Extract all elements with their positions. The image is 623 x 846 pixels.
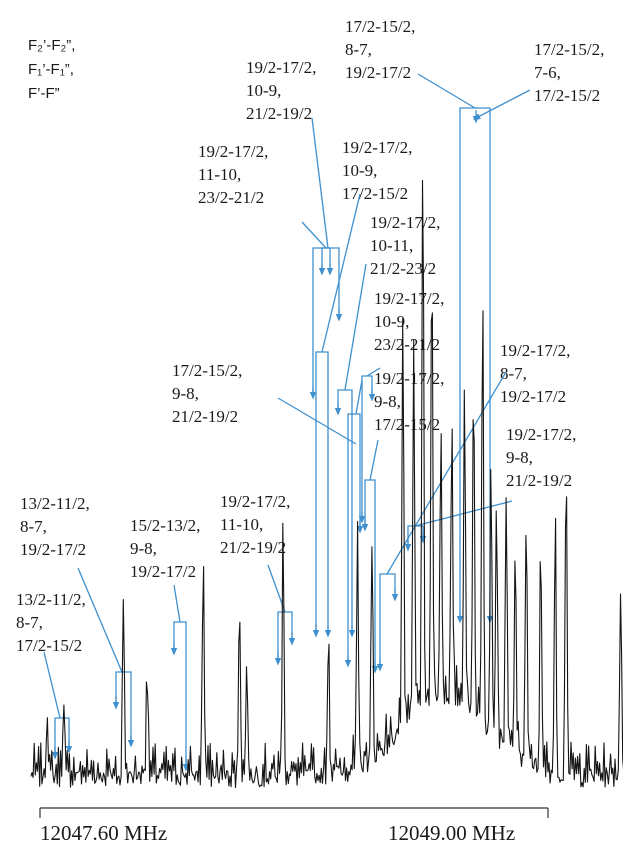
assignment-leader [301,221,327,249]
transition-label: 17/2-15/2, 7-6, 17/2-15/2 [534,40,604,105]
assignment-leader [115,671,132,744]
x-tick-label-2: 12049.00 MHz [388,821,515,845]
transition-label: 15/2-13/2, 9-8, 19/2-17/2 [130,516,200,581]
assignment-leader [312,247,340,396]
assignment-leader [321,247,331,272]
assignment-leader [173,621,187,768]
transition-label: 19/2-17/2, 11-10, 23/2-21/2 [198,142,268,207]
spectrum [30,179,623,789]
legend-line-1: F₂’-F₂”, [28,37,75,54]
assignment-leader [321,193,361,353]
assignment-leader [361,375,373,520]
assignment-leader [369,439,379,481]
transition-label: 13/2-11/2, 8-7, 19/2-17/2 [20,494,90,559]
legend-line-3: F’-F” [28,85,60,102]
legend-line-2: F₁’-F₁”, [28,61,74,78]
transition-label: 19/2-17/2, 8-7, 19/2-17/2 [500,341,570,406]
x-tick-label-1: 12047.60 MHz [40,821,167,845]
assignment-leader [344,263,367,391]
transition-label: 19/2-17/2, 11-10, 21/2-19/2 [220,492,290,557]
transition-label: 19/2-17/2, 10-9, 17/2-15/2 [342,138,412,203]
assignment-leader [379,573,396,668]
spectrum-trace [30,179,623,789]
transition-label: 17/2-15/2, 9-8, 21/2-19/2 [172,361,242,426]
transition-labels: 17/2-15/2, 8-7, 19/2-17/2 17/2-15/2, 7-6, 17/… [16,17,604,655]
assignment-leader [277,611,293,662]
assignment-leader [347,413,361,664]
assignment-leader [173,584,181,623]
assignment-leader [54,717,70,756]
assignment-leader [77,567,123,673]
transition-label: 19/2-17/2, 10-9, 21/2-19/2 [246,58,316,123]
transition-label: 19/2-17/2, 10-11, 21/2-23/2 [370,213,440,278]
x-axis: 12047.60 MHz 12049.00 MHz [39,807,549,845]
assignment-leader [315,351,329,634]
transition-label: 19/2-17/2, 9-8, 21/2-19/2 [506,425,576,490]
assignment-leader [311,117,329,249]
assignment-leader [43,651,61,719]
assignment-leader [277,397,357,445]
transition-label: 13/2-11/2, 8-7, 17/2-15/2 [16,590,86,655]
assignment-leader [366,367,381,377]
assignment-leader [337,389,353,634]
transition-connectors [43,73,531,772]
assignment-arrow [472,89,531,120]
assignment-leader [417,73,476,109]
assignment-leader [386,371,507,575]
transition-label: 19/2-17/2, 10-9, 23/2-21/2 [374,289,444,354]
assignment-leader [355,379,363,415]
transition-label: 19/2-17/2, 9-8, 17/2-15/2 [374,369,444,434]
legend: F₂’-F₂”, F₁’-F₁”, F’-F” [28,37,75,102]
transition-label: 17/2-15/2, 8-7, 19/2-17/2 [345,17,415,82]
